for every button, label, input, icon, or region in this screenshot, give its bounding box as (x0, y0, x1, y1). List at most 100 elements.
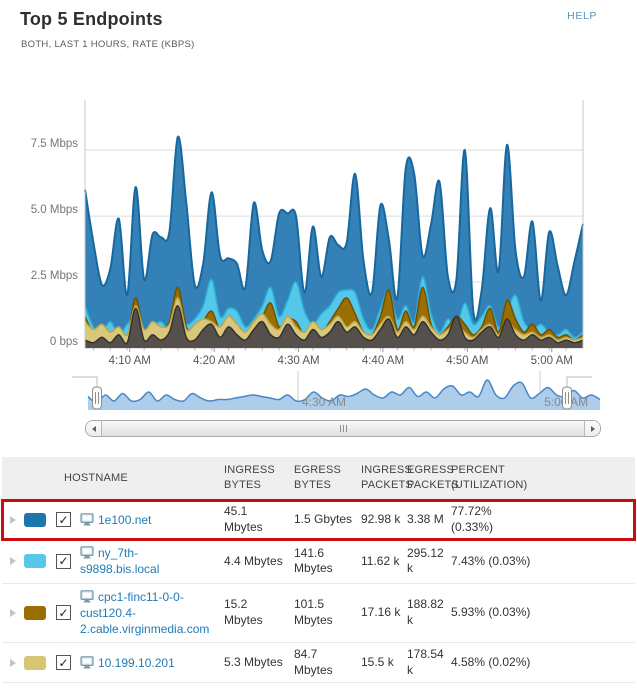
scrollbar-left-arrow[interactable] (86, 421, 102, 436)
x-axis-tick-label: 4:40 AM (362, 355, 404, 367)
endpoints-table: HOSTNAME INGRESS BYTES EGRESS BYTES INGRESS… (1, 457, 636, 689)
hostname-text: cpc1-finc11-0-0-cust120.4-2.cable.virgin… (80, 589, 212, 638)
row-checkbox[interactable]: ✓ (56, 512, 71, 528)
line-series-cpc1-finc11-0-0-cust21.4-2.cable.virginmedia.com (84, 305, 584, 345)
series-color-swatch (24, 512, 46, 527)
percent-utilization-cell: 7.43% (0.03%) (451, 553, 531, 568)
hostname-link[interactable]: 1e100.net (98, 512, 152, 527)
line-series-10.199.10.201 (84, 297, 584, 341)
time-range-brush[interactable]: 4:30 AM 5:00 AM (0, 366, 637, 420)
hostname-cell: ✓ cpc1-finc11-0-0-cust120.4-2.cable.virgi… (2, 584, 224, 643)
line-series-1e100.net (84, 135, 584, 321)
x-axis-tick-label: 5:00 AM (531, 355, 573, 367)
brush-time-label: 4:30 AM (302, 395, 346, 409)
percent-utilization-cell: 77.72% (0.33%) (451, 504, 494, 534)
column-header-hostname: HOSTNAME (64, 471, 128, 484)
ingress-bytes-cell: 15.2 Mbytes (224, 597, 263, 627)
series-color-swatch (24, 655, 46, 670)
chart-subtitle: BOTH, LAST 1 HOURS, RATE (KBPS) (21, 39, 195, 50)
grip-icon (339, 425, 341, 432)
y-axis-tick-label: 7.5 Mbps (31, 138, 79, 150)
filler-cell (537, 557, 635, 565)
endpoint-monitor-icon (80, 589, 94, 603)
egress-bytes-cell: 101.5 Mbytes (294, 597, 333, 627)
series-color-swatch (24, 605, 46, 620)
hostname-cell: ✓ ny_7th-s9898.bis.local (2, 540, 224, 582)
y-axis-tick-label: 2.5 Mbps (31, 270, 79, 282)
hostname-cell: ✓cpc1-finc11-0-0-cust21.4-2.cable.virgin… (2, 683, 224, 689)
line-series-cpc1-finc11-0-0-cust120.4-2.cable.virginmedia.com (84, 286, 584, 341)
scrollbar-thumb[interactable] (102, 421, 584, 436)
hostname-text: 10.199.10.201 (80, 655, 212, 671)
filler-cell (537, 609, 635, 617)
column-header-percent-utilization: PERCENT (UTILIZATION) (451, 464, 528, 491)
column-header-ingress-bytes: INGRESS BYTES (224, 464, 275, 491)
hostname-cell: ✓ 1e100.net (2, 507, 224, 533)
y-axis-tick-label: 5.0 Mbps (31, 204, 79, 216)
egress-packets-cell: 3.38 M (407, 511, 444, 526)
y-axis-tick-label: 0 bps (50, 336, 78, 348)
help-link[interactable]: HELP (567, 10, 597, 22)
ingress-packets-cell: 15.5 k (361, 654, 394, 669)
series-color-swatch (24, 554, 46, 569)
egress-bytes-cell: 84.7 Mbytes (294, 647, 333, 677)
table-row: ✓ cpc1-finc11-0-0-cust120.4-2.cable.virgi… (2, 583, 635, 644)
traffic-area-chart[interactable]: 7.5 Mbps 5.0 Mbps 2.5 Mbps 0 bps 4:10 AM 4:20… (0, 95, 637, 367)
endpoint-monitor-icon (80, 655, 94, 669)
egress-packets-cell: 178.54 k (407, 647, 444, 677)
row-checkbox[interactable]: ✓ (56, 605, 71, 621)
ingress-packets-cell: 92.98 k (361, 511, 401, 526)
table-header-row: HOSTNAME INGRESS BYTES EGRESS BYTES INGRESS… (2, 457, 635, 500)
ingress-bytes-cell: 45.1 Mbytes (224, 504, 263, 534)
hostname-link[interactable]: cpc1-finc11-0-0-cust120.4-2.cable.virgin… (80, 589, 210, 636)
right-arrow-icon (590, 425, 595, 432)
expand-row-arrow-icon[interactable] (10, 608, 16, 617)
brush-frame-right (566, 376, 592, 387)
table-row: ✓ 1e100.net 45.1 Mbytes 1.5 Gbytes 92.98 k 3.… (1, 498, 636, 542)
brush-handle-left[interactable] (92, 386, 102, 410)
hostname-link[interactable]: 10.199.10.201 (98, 655, 175, 670)
left-arrow-icon (91, 425, 96, 432)
brush-line (87, 379, 601, 404)
expand-row-arrow-icon[interactable] (10, 557, 16, 566)
ingress-packets-cell: 11.62 k (361, 553, 400, 568)
column-header-egress-packets: EGRESS PACKETS (407, 464, 459, 491)
ingress-packets-cell: 17.16 k (361, 605, 401, 620)
expand-row-arrow-icon[interactable] (10, 515, 16, 524)
percent-utilization-cell: 5.93% (0.03%) (451, 605, 531, 620)
x-axis-tick-label: 4:20 AM (193, 355, 235, 367)
column-header-egress-bytes: EGRESS BYTES (294, 464, 342, 491)
scrollbar-right-arrow[interactable] (584, 421, 600, 436)
table-row: ✓ 10.199.10.201 5.3 Mbytes 84.7 Mbytes 15.5 … (2, 643, 635, 684)
table-row: ✓ ny_7th-s9898.bis.local 4.4 Mbytes 141.6 M… (2, 540, 635, 584)
x-axis-tick-label: 4:10 AM (109, 355, 151, 367)
brush-handle-right[interactable] (562, 386, 572, 410)
column-header-ingress-packets: INGRESS PACKETS (361, 464, 413, 491)
hostname-text: ny_7th-s9898.bis.local (80, 545, 212, 577)
expand-row-arrow-icon[interactable] (10, 658, 16, 667)
x-axis-tick-label: 4:30 AM (277, 355, 319, 367)
x-axis-tick-label: 4:50 AM (446, 355, 488, 367)
egress-packets-cell: 295.12 k (407, 545, 444, 576)
percent-utilization-cell: 4.58% (0.02%) (451, 654, 531, 669)
egress-bytes-cell: 141.6 Mbytes (294, 545, 333, 576)
brush-frame-left (72, 376, 98, 387)
page-title: Top 5 Endpoints (20, 9, 163, 29)
table-row: ✓cpc1-finc11-0-0-cust21.4-2.cable.virgin… (2, 683, 635, 689)
filler-cell (537, 659, 635, 667)
grip-icon (342, 425, 344, 432)
row-checkbox[interactable]: ✓ (56, 655, 71, 671)
hostname-link[interactable]: ny_7th-s9898.bis.local (80, 546, 160, 577)
endpoint-monitor-icon (80, 546, 94, 559)
endpoint-monitor-icon (80, 512, 94, 525)
row-checkbox[interactable]: ✓ (56, 553, 71, 569)
brush-area (88, 379, 600, 410)
filler-cell (537, 516, 635, 524)
egress-packets-cell: 188.82 k (407, 597, 444, 627)
hostname-cell: ✓ 10.199.10.201 (2, 650, 224, 676)
chart-scrollbar[interactable] (85, 420, 601, 437)
ingress-bytes-cell: 5.3 Mbytes (224, 654, 283, 669)
grip-icon (345, 425, 347, 432)
hostname-text: 1e100.net (80, 512, 212, 528)
